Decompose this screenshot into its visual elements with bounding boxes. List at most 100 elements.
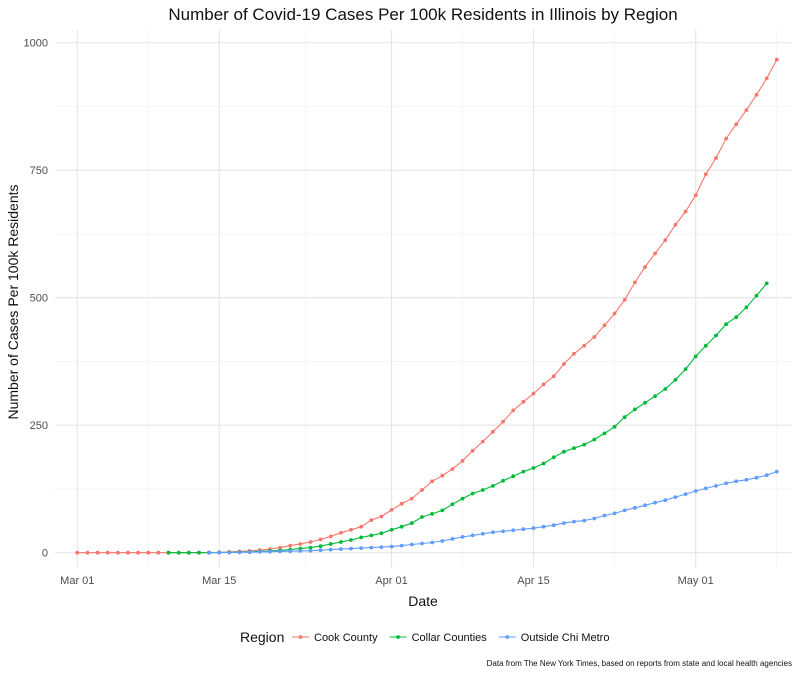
data-point [744, 305, 749, 310]
data-point [257, 550, 262, 554]
data-point [582, 442, 587, 447]
data-point [521, 527, 526, 532]
data-point [268, 549, 272, 554]
data-point [389, 527, 394, 532]
data-point [582, 343, 587, 348]
data-point [399, 501, 404, 506]
series-lines [75, 57, 779, 555]
data-point [450, 467, 455, 471]
data-point [318, 544, 323, 548]
data-point [612, 511, 617, 516]
data-point [389, 544, 394, 549]
data-point [633, 407, 637, 412]
data-point [308, 540, 313, 544]
data-point [541, 382, 546, 387]
data-point [501, 419, 505, 424]
series-line [209, 471, 777, 554]
data-point [754, 475, 759, 480]
x-tick-label: Mar 15 [202, 575, 236, 587]
data-point [663, 498, 668, 503]
series-line [168, 283, 768, 554]
data-point [744, 477, 749, 482]
data-point [572, 351, 576, 356]
y-axis-ticks: 0 250 500 750 1000 [24, 38, 48, 560]
data-point [339, 540, 343, 544]
data-point [622, 415, 627, 419]
data-point [440, 508, 445, 513]
data-point [399, 524, 404, 529]
data-point [409, 521, 414, 525]
data-point [633, 505, 637, 510]
x-axis-ticks: Mar 01 Mar 15 Apr 01 Apr 15 May 01 [60, 575, 714, 587]
chart-caption: Data from The New York Times, based on r… [487, 659, 792, 668]
data-point [105, 550, 110, 555]
data-point [541, 461, 546, 466]
data-point [379, 545, 384, 549]
legend-key-point [298, 635, 303, 639]
data-point [582, 518, 587, 523]
data-point [470, 533, 475, 538]
data-point [480, 531, 485, 536]
data-point [714, 156, 718, 160]
data-point [430, 479, 434, 484]
data-point [480, 488, 485, 492]
data-point [501, 529, 505, 534]
data-point [653, 500, 657, 505]
data-point [744, 108, 749, 112]
data-point [176, 550, 181, 555]
data-point [318, 548, 323, 553]
data-point [693, 489, 698, 493]
data-point [602, 513, 607, 518]
data-point [278, 545, 282, 550]
data-point [592, 437, 597, 442]
data-point [460, 535, 465, 539]
data-point [409, 542, 414, 547]
data-point [298, 542, 303, 546]
legend-items: Cook County Collar Counties Outside Chi Me… [292, 632, 609, 644]
data-point [278, 549, 282, 554]
legend-label: Collar Counties [412, 632, 488, 644]
data-point [95, 550, 100, 555]
data-point [237, 550, 242, 555]
data-point [703, 172, 708, 177]
data-point [308, 545, 313, 550]
data-point [612, 311, 617, 316]
data-point [572, 519, 576, 524]
data-point [207, 550, 212, 555]
data-point [734, 122, 739, 127]
data-point [592, 516, 597, 521]
data-point [703, 486, 708, 491]
data-point [714, 484, 718, 488]
data-point [663, 238, 668, 243]
data-point [227, 550, 232, 555]
data-point [521, 469, 526, 474]
x-tick-label: Apr 01 [375, 575, 407, 587]
data-point [643, 400, 647, 405]
y-tick-label: 250 [30, 420, 48, 432]
data-point [339, 530, 343, 535]
data-point [430, 512, 434, 516]
chart-title: Number of Covid-19 Cases Per 100k Reside… [168, 5, 677, 24]
data-point [683, 492, 688, 496]
data-point [217, 550, 222, 555]
data-point [531, 466, 536, 470]
data-point [764, 76, 769, 81]
x-tick-label: Apr 15 [517, 575, 549, 587]
data-point [572, 446, 576, 451]
data-point [369, 545, 374, 550]
data-point [653, 394, 657, 398]
data-point [643, 265, 647, 269]
legend-label: Cook County [314, 632, 378, 644]
data-point [511, 528, 516, 533]
data-point [328, 547, 333, 552]
data-point [430, 540, 434, 545]
data-point [551, 523, 556, 528]
data-point [339, 547, 343, 551]
data-point [714, 333, 718, 338]
x-tick-label: Mar 01 [60, 575, 94, 587]
data-point [501, 478, 505, 483]
series-cook-county [75, 57, 779, 555]
data-point [349, 527, 353, 532]
data-point [754, 92, 759, 97]
data-point [75, 550, 80, 555]
